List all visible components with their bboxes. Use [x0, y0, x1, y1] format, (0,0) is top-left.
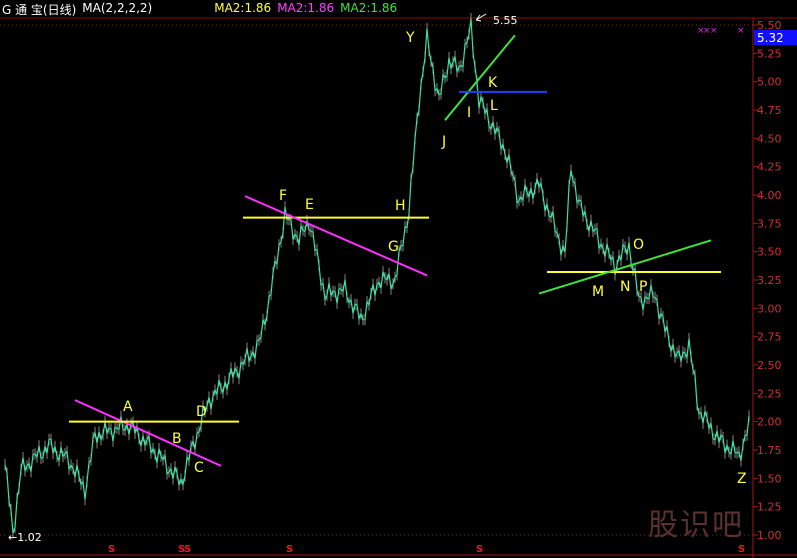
point-label-A: A	[123, 399, 133, 415]
signal-x-icon: ×	[737, 26, 745, 36]
y-tick-label: 1.50	[757, 472, 782, 485]
point-label-J: J	[441, 134, 446, 150]
current-price-label: 5.32	[757, 31, 784, 45]
price-line	[4, 18, 750, 534]
signal-x-icon: ×	[703, 26, 711, 36]
point-label-K: K	[488, 75, 498, 91]
y-tick-label: 4.75	[757, 104, 782, 117]
s-marker: S	[178, 544, 185, 555]
trendline-7	[538, 239, 712, 295]
point-label-D: D	[196, 404, 207, 420]
high-price-label: 5.55	[493, 14, 518, 27]
y-tick-label: 2.00	[757, 416, 782, 429]
s-marker: S	[108, 544, 115, 555]
signal-x-icon: ×	[697, 26, 705, 36]
y-tick-label: 3.75	[757, 217, 782, 230]
stock-title: G 通 宝(日线)	[2, 3, 77, 17]
point-label-M: M	[592, 284, 604, 300]
y-tick-label: 2.75	[757, 331, 782, 344]
y-tick-label: 4.50	[757, 132, 782, 145]
signal-x-icon: ×	[710, 26, 718, 36]
point-label-Z: Z	[737, 471, 747, 487]
y-tick-label: 3.00	[757, 302, 782, 315]
y-tick-label: 2.25	[757, 387, 782, 400]
point-label-G: G	[388, 239, 399, 255]
chart-header: G 通 宝(日线) MA(2,2,2,2) MA2:1.86 MA2:1.86 …	[2, 1, 397, 19]
watermark-logo: 股识吧	[648, 508, 744, 543]
point-label-I: I	[467, 105, 471, 121]
point-label-Y: Y	[405, 30, 415, 46]
y-tick-label: 5.50	[757, 19, 782, 32]
high-arrow-icon	[475, 13, 487, 22]
y-tick-label: 3.25	[757, 274, 782, 287]
y-tick-label: 1.75	[757, 444, 782, 457]
point-label-O: O	[633, 237, 644, 253]
y-tick-label: 3.50	[757, 246, 782, 259]
point-label-N: N	[620, 279, 630, 295]
y-tick-label: 1.25	[757, 501, 782, 514]
indicator-name: MA(2,2,2,2)	[82, 1, 153, 15]
y-tick-label: 4.00	[757, 189, 782, 202]
y-tick-label: 2.50	[757, 359, 782, 372]
point-label-B: B	[172, 431, 182, 447]
s-marker: S	[286, 544, 293, 555]
y-tick-label: 1.00	[757, 529, 782, 542]
trendline-3	[244, 195, 428, 277]
point-label-H: H	[395, 198, 406, 214]
ma-label-3: MA2:1.86	[340, 1, 398, 15]
point-label-P: P	[639, 279, 647, 295]
trendline-0	[74, 399, 222, 467]
s-marker: S	[476, 544, 483, 555]
ma-label-2: MA2:1.86	[277, 1, 335, 15]
y-tick-label: 4.25	[757, 161, 782, 174]
point-label-C: C	[194, 460, 204, 476]
ma-label-1: MA2:1.86	[214, 1, 272, 15]
point-label-F: F	[279, 188, 287, 204]
trendline-4	[444, 34, 516, 121]
y-tick-label: 5.25	[757, 47, 782, 60]
s-marker: S	[738, 544, 745, 555]
y-tick-label: 5.00	[757, 76, 782, 89]
s-marker: S	[184, 544, 191, 555]
current-price-box	[754, 30, 797, 45]
low-price-label: ←1.02	[8, 531, 42, 544]
point-label-L: L	[490, 98, 498, 114]
point-label-E: E	[305, 197, 314, 213]
